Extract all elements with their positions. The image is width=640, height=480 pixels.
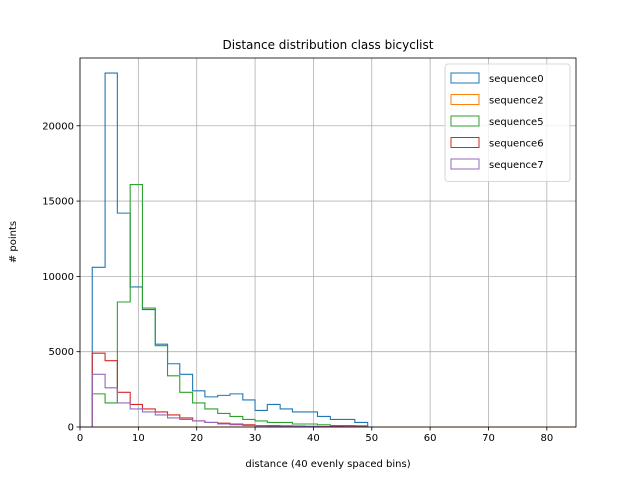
legend-swatch-sequence0 <box>450 72 480 84</box>
legend-label-sequence5: sequence5 <box>489 117 544 128</box>
y-tick-label: 0 <box>68 423 74 434</box>
y-tick-label: 10000 <box>42 272 74 283</box>
legend-swatch-sequence2 <box>450 94 480 105</box>
legend-swatch-sequence7 <box>450 158 480 170</box>
x-tick-label: 10 <box>132 433 145 444</box>
x-tick-label: 20 <box>190 433 203 444</box>
x-axis-label: distance (40 evenly spaced bins) <box>245 459 410 470</box>
legend-label-sequence2: sequence2 <box>489 96 544 107</box>
y-tick-label: 20000 <box>42 121 74 132</box>
x-tick-label: 80 <box>540 433 553 444</box>
legend: sequence0 sequence2 sequence5 sequence6 sequ… <box>444 63 571 182</box>
x-tick-label: 0 <box>77 433 83 444</box>
legend-label-sequence0: sequence0 <box>489 74 544 85</box>
x-tick-label: 30 <box>249 433 262 444</box>
y-axis-label: # points <box>8 221 19 263</box>
legend-swatch-sequence6 <box>450 137 480 148</box>
x-tick-label: 60 <box>424 433 437 444</box>
legend-box <box>444 63 571 182</box>
x-tick-label: 40 <box>307 433 320 444</box>
x-tick-label: 50 <box>365 433 378 444</box>
series-sequence5 <box>80 183 375 428</box>
legend-label-sequence6: sequence6 <box>489 139 544 150</box>
y-tick-label: 15000 <box>42 197 74 208</box>
legend-swatch-sequence5 <box>450 115 480 127</box>
x-tick-label: 70 <box>482 433 495 444</box>
plot-frame <box>79 57 577 428</box>
y-tick-label: 5000 <box>49 347 74 358</box>
legend-label-sequence7: sequence7 <box>489 160 544 171</box>
chart-title: Distance distribution class bicyclist <box>223 38 434 52</box>
x-axis-ticks: 0 10 20 30 40 50 60 70 80 <box>77 427 553 444</box>
y-axis-ticks: 0 5000 10000 15000 20000 <box>42 121 80 434</box>
